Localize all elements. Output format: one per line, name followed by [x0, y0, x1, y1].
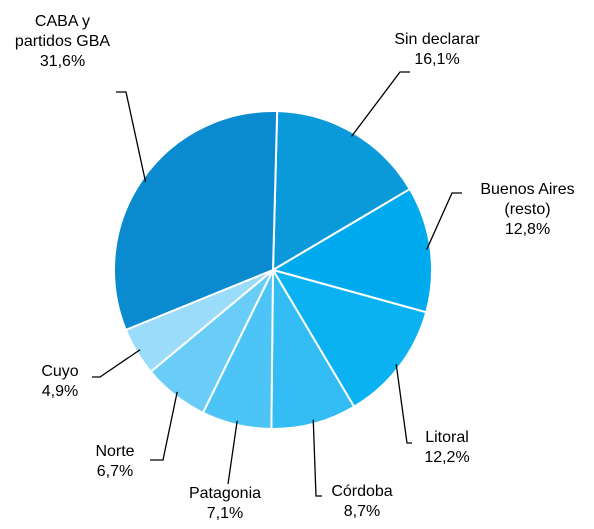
category-name: Sin declarar	[394, 31, 480, 48]
leader-line	[92, 349, 141, 378]
pie-slice	[113, 110, 279, 332]
leader-line	[312, 419, 322, 497]
slice-label: Buenos Aires (resto) 12,8%	[465, 180, 590, 240]
category-name: CABA y partidos GBA	[14, 13, 111, 50]
pie-slice	[270, 266, 356, 430]
pie-slice	[270, 268, 428, 409]
category-name: Buenos Aires (resto)	[480, 181, 575, 218]
value-label: 12,8%	[504, 221, 551, 238]
value-label: 12,2%	[424, 449, 470, 466]
category-name: Córdoba	[331, 483, 393, 500]
slice-label: Sin declarar 16,1%	[372, 30, 502, 70]
category-name: Cuyo	[41, 363, 79, 380]
leader-line	[351, 71, 410, 137]
value-label: 4,9%	[41, 383, 79, 400]
value-label: 7,1%	[206, 505, 244, 522]
leader-line	[150, 391, 178, 461]
slice-label: Norte 6,7%	[80, 442, 150, 482]
slice-label: Litoral 12,2%	[412, 428, 482, 468]
value-label: 16,1%	[414, 51, 460, 68]
leader-line	[116, 91, 147, 182]
category-name: Litoral	[425, 429, 469, 446]
category-name: Patagonia	[188, 485, 262, 502]
value-label: 6,7%	[96, 463, 134, 480]
pie-slice	[270, 187, 433, 314]
slice-label: CABA y partidos GBA 31,6%	[5, 12, 120, 72]
slice-label: Córdoba 8,7%	[322, 482, 402, 522]
value-label: 31,6%	[39, 53, 86, 70]
leader-line	[426, 192, 462, 250]
leader-line	[227, 420, 238, 485]
category-name: Norte	[95, 443, 135, 460]
slice-label: Patagonia 7,1%	[170, 484, 280, 524]
leader-line	[395, 363, 412, 444]
slice-label: Cuyo 4,9%	[25, 362, 95, 402]
value-label: 8,7%	[343, 503, 381, 520]
